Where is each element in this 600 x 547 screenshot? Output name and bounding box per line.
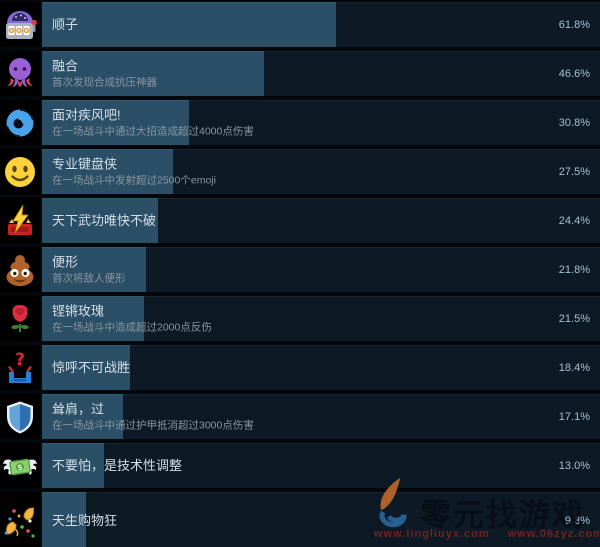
- achievement-row: $ 不要怕，是技术性调整 13.0%: [0, 443, 600, 488]
- achievement-description: 在一场战斗中造成超过2000点反伤: [52, 321, 212, 334]
- zap-icon: [2, 203, 38, 239]
- achievement-percent: 18.4%: [558, 361, 590, 374]
- achievement-progress-bar: 便形首次将敌人便形 21.8%: [42, 247, 600, 292]
- achievement-progress-bar: 专业键盘侠在一场战斗中发射超过2500个emoji 27.5%: [42, 149, 600, 194]
- achievement-icon-tile: [0, 296, 40, 341]
- achievement-description: 首次发现合成抗压神器: [52, 76, 157, 89]
- achievement-progress-bar: 惊呼不可战胜 18.4%: [42, 345, 600, 390]
- progress-fill: [42, 296, 145, 341]
- achievement-title: 面对疾风吧!: [52, 106, 121, 122]
- achievement-progress-bar: 铿锵玫瑰在一场战斗中造成超过2000点反伤 21.5%: [42, 296, 600, 341]
- achievement-row: 天生购物狂 9.3%: [0, 492, 600, 547]
- achievement-text: 天下武功唯快不破: [52, 212, 156, 228]
- money-wings-icon: $: [2, 448, 38, 484]
- rose-icon: [2, 301, 38, 337]
- progress-fill: [42, 149, 173, 194]
- achievement-row: 顺子 61.8%: [0, 2, 600, 47]
- achievement-row: 铿锵玫瑰在一场战斗中造成超过2000点反伤 21.5%: [0, 296, 600, 341]
- confetti-ball-icon: [2, 503, 38, 539]
- achievement-icon-tile: [0, 149, 40, 194]
- achievement-row: 面对疾风吧! 在一场战斗中通过大招造成超过4000点伤害 30.8%: [0, 100, 600, 145]
- achievement-percent: 13.0%: [558, 459, 590, 472]
- achievement-percent: 61.8%: [558, 18, 590, 31]
- achievement-text: 惊呼不可战胜: [52, 359, 130, 375]
- cyclone-icon: [2, 105, 38, 141]
- achievement-title: 惊呼不可战胜: [52, 359, 131, 375]
- achievement-percent: 46.6%: [558, 67, 590, 80]
- achievement-progress-bar: 天生购物狂 9.3%: [42, 492, 600, 547]
- achievement-row: 便形首次将敌人便形 21.8%: [0, 247, 600, 292]
- smiley-icon: [2, 154, 38, 190]
- progress-fill: [42, 51, 264, 96]
- progress-fill: [42, 100, 189, 145]
- achievement-text: 便形 首次将敌人便形: [52, 254, 126, 285]
- achievement-progress-bar: 面对疾风吧! 在一场战斗中通过大招造成超过4000点伤害 30.8%: [42, 100, 600, 145]
- achievement-title: 顺子: [52, 16, 79, 32]
- achievement-row: ? 惊呼不可战胜 18.4%: [0, 345, 600, 390]
- achievement-title: 便形: [52, 253, 79, 269]
- achievement-icon-tile: [0, 51, 40, 96]
- shield-icon: [2, 399, 38, 435]
- achievement-row: 融合首次发现合成抗压神器 46.6%: [0, 51, 600, 96]
- achievement-icon-tile: [0, 100, 40, 145]
- achievement-title: 耸肩，过: [52, 400, 105, 416]
- achievement-title: 铿锵玫瑰: [52, 302, 105, 318]
- achievement-percent: 9.3%: [564, 515, 590, 527]
- svg-text:$: $: [17, 462, 24, 472]
- achievement-description: 在一场战斗中通过大招造成超过4000点伤害: [52, 125, 254, 138]
- achievement-progress-bar: 耸肩，过在一场战斗中通过护甲抵消超过3000点伤害 17.1%: [42, 394, 600, 439]
- achievement-icon-tile: [0, 198, 40, 243]
- achievement-row: 耸肩，过在一场战斗中通过护甲抵消超过3000点伤害 17.1%: [0, 394, 600, 439]
- progress-fill: [42, 247, 146, 292]
- achievement-description: 在一场战斗中发射超过2500个emoji: [52, 174, 216, 187]
- achievement-icon-tile: [0, 2, 40, 47]
- progress-fill: [42, 443, 104, 488]
- achievement-percent: 21.8%: [558, 263, 590, 276]
- achievement-title: 融合: [52, 57, 79, 73]
- progress-fill: [42, 2, 337, 47]
- achievement-icon-tile: [0, 394, 40, 439]
- achievement-description: 首次将敌人便形: [52, 272, 126, 285]
- progress-fill: [42, 345, 130, 390]
- slot-machine-icon: [2, 7, 38, 43]
- achievement-title: 不要怕，是技术性调整: [52, 457, 183, 473]
- achievement-percent: 24.4%: [558, 214, 590, 227]
- question-box-icon: ?: [2, 350, 38, 386]
- achievement-progress-bar: 融合首次发现合成抗压神器 46.6%: [42, 51, 600, 96]
- achievement-text: 专业键盘侠在一场战斗中发射超过2500个emoji: [52, 156, 216, 187]
- achievement-percent: 21.5%: [558, 312, 590, 325]
- octopus-icon: [2, 56, 38, 92]
- progress-fill: [42, 198, 159, 243]
- achievement-text: 不要怕，是技术性调整: [52, 457, 182, 473]
- achievement-row: 天下武功唯快不破 24.4%: [0, 198, 600, 243]
- poop-icon: [2, 252, 38, 288]
- achievement-text: 天生购物狂: [52, 513, 117, 529]
- achievement-icon-tile: [0, 492, 40, 547]
- progress-fill: [42, 492, 87, 547]
- achievement-icon-tile: ?: [0, 345, 40, 390]
- achievement-percent: 17.1%: [558, 410, 590, 423]
- achievement-title: 天生购物狂: [52, 512, 118, 528]
- achievement-text: 融合首次发现合成抗压神器: [52, 58, 157, 89]
- svg-text:?: ?: [15, 350, 25, 370]
- achievement-text: 耸肩，过在一场战斗中通过护甲抵消超过3000点伤害: [52, 401, 254, 432]
- achievement-progress-bar: 不要怕，是技术性调整 13.0%: [42, 443, 600, 488]
- achievement-text: 铿锵玫瑰在一场战斗中造成超过2000点反伤: [52, 303, 212, 334]
- achievement-percent: 27.5%: [558, 165, 590, 178]
- achievement-description: 在一场战斗中通过护甲抵消超过3000点伤害: [52, 419, 254, 432]
- achievement-row: 专业键盘侠在一场战斗中发射超过2500个emoji 27.5%: [0, 149, 600, 194]
- achievement-progress-bar: 天下武功唯快不破 24.4%: [42, 198, 600, 243]
- achievement-text: 顺子: [52, 16, 78, 32]
- achievement-title: 天下武功唯快不破: [52, 212, 157, 228]
- achievement-progress-bar: 顺子 61.8%: [42, 2, 600, 47]
- achievement-title: 专业键盘侠: [52, 155, 118, 171]
- achievement-text: 面对疾风吧! 在一场战斗中通过大招造成超过4000点伤害: [52, 107, 254, 138]
- progress-fill: [42, 394, 124, 439]
- achievement-percent: 30.8%: [558, 116, 590, 129]
- achievement-icon-tile: [0, 247, 40, 292]
- achievement-icon-tile: $: [0, 443, 40, 488]
